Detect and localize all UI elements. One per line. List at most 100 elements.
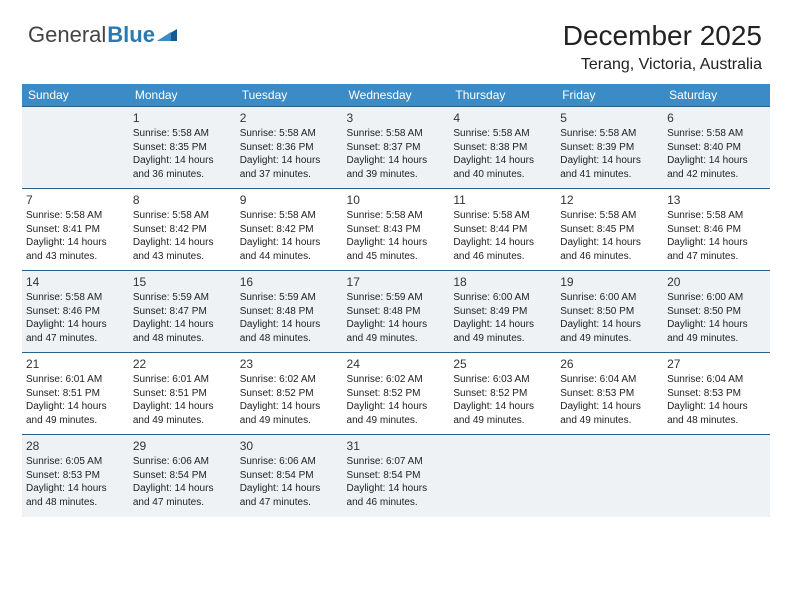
sunrise-text: Sunrise: 5:58 AM xyxy=(26,209,125,223)
calendar-week-row: 28Sunrise: 6:05 AMSunset: 8:53 PMDayligh… xyxy=(22,435,770,517)
logo: General Blue xyxy=(28,22,179,48)
daylight-text: Daylight: 14 hours and 49 minutes. xyxy=(347,400,446,427)
sunset-text: Sunset: 8:50 PM xyxy=(667,305,766,319)
calendar-week-row: 21Sunrise: 6:01 AMSunset: 8:51 PMDayligh… xyxy=(22,353,770,435)
calendar-day-cell: 11Sunrise: 5:58 AMSunset: 8:44 PMDayligh… xyxy=(449,189,556,271)
day-number: 6 xyxy=(667,110,766,126)
calendar-day-cell: 23Sunrise: 6:02 AMSunset: 8:52 PMDayligh… xyxy=(236,353,343,435)
calendar-day-cell: 19Sunrise: 6:00 AMSunset: 8:50 PMDayligh… xyxy=(556,271,663,353)
day-number: 30 xyxy=(240,438,339,454)
calendar-day-cell: 12Sunrise: 5:58 AMSunset: 8:45 PMDayligh… xyxy=(556,189,663,271)
day-number: 17 xyxy=(347,274,446,290)
daylight-text: Daylight: 14 hours and 49 minutes. xyxy=(453,400,552,427)
daylight-text: Daylight: 14 hours and 49 minutes. xyxy=(667,318,766,345)
sunrise-text: Sunrise: 5:58 AM xyxy=(667,209,766,223)
calendar-day-cell: 28Sunrise: 6:05 AMSunset: 8:53 PMDayligh… xyxy=(22,435,129,517)
day-number: 19 xyxy=(560,274,659,290)
day-number: 23 xyxy=(240,356,339,372)
calendar-day-cell xyxy=(449,435,556,517)
sunrise-text: Sunrise: 6:02 AM xyxy=(240,373,339,387)
calendar-day-cell: 25Sunrise: 6:03 AMSunset: 8:52 PMDayligh… xyxy=(449,353,556,435)
daylight-text: Daylight: 14 hours and 46 minutes. xyxy=(453,236,552,263)
calendar-day-cell: 16Sunrise: 5:59 AMSunset: 8:48 PMDayligh… xyxy=(236,271,343,353)
daylight-text: Daylight: 14 hours and 43 minutes. xyxy=(26,236,125,263)
sunset-text: Sunset: 8:46 PM xyxy=(667,223,766,237)
sunset-text: Sunset: 8:54 PM xyxy=(240,469,339,483)
daylight-text: Daylight: 14 hours and 49 minutes. xyxy=(133,400,232,427)
sunset-text: Sunset: 8:40 PM xyxy=(667,141,766,155)
calendar-day-cell: 9Sunrise: 5:58 AMSunset: 8:42 PMDaylight… xyxy=(236,189,343,271)
sunrise-text: Sunrise: 5:58 AM xyxy=(133,127,232,141)
day-number: 11 xyxy=(453,192,552,208)
daylight-text: Daylight: 14 hours and 40 minutes. xyxy=(453,154,552,181)
sunset-text: Sunset: 8:41 PM xyxy=(26,223,125,237)
sunrise-text: Sunrise: 5:58 AM xyxy=(560,127,659,141)
sunrise-text: Sunrise: 5:58 AM xyxy=(240,209,339,223)
logo-triangle-icon xyxy=(157,27,179,43)
sunrise-text: Sunrise: 5:58 AM xyxy=(453,127,552,141)
calendar-day-cell: 8Sunrise: 5:58 AMSunset: 8:42 PMDaylight… xyxy=(129,189,236,271)
sunset-text: Sunset: 8:45 PM xyxy=(560,223,659,237)
calendar-day-cell: 30Sunrise: 6:06 AMSunset: 8:54 PMDayligh… xyxy=(236,435,343,517)
sunset-text: Sunset: 8:53 PM xyxy=(26,469,125,483)
day-number: 1 xyxy=(133,110,232,126)
calendar-week-row: 7Sunrise: 5:58 AMSunset: 8:41 PMDaylight… xyxy=(22,189,770,271)
calendar-day-cell: 13Sunrise: 5:58 AMSunset: 8:46 PMDayligh… xyxy=(663,189,770,271)
sunrise-text: Sunrise: 6:04 AM xyxy=(560,373,659,387)
calendar-table: Sunday Monday Tuesday Wednesday Thursday… xyxy=(22,84,770,517)
day-number: 14 xyxy=(26,274,125,290)
sunset-text: Sunset: 8:53 PM xyxy=(560,387,659,401)
calendar-day-cell: 1Sunrise: 5:58 AMSunset: 8:35 PMDaylight… xyxy=(129,107,236,189)
calendar-week-row: 1Sunrise: 5:58 AMSunset: 8:35 PMDaylight… xyxy=(22,107,770,189)
daylight-text: Daylight: 14 hours and 39 minutes. xyxy=(347,154,446,181)
calendar-day-cell: 29Sunrise: 6:06 AMSunset: 8:54 PMDayligh… xyxy=(129,435,236,517)
sunset-text: Sunset: 8:51 PM xyxy=(133,387,232,401)
sunrise-text: Sunrise: 6:01 AM xyxy=(26,373,125,387)
sunset-text: Sunset: 8:52 PM xyxy=(240,387,339,401)
day-header: Wednesday xyxy=(343,84,450,107)
calendar-day-cell xyxy=(663,435,770,517)
sunset-text: Sunset: 8:54 PM xyxy=(347,469,446,483)
calendar-day-cell xyxy=(556,435,663,517)
calendar-day-cell: 18Sunrise: 6:00 AMSunset: 8:49 PMDayligh… xyxy=(449,271,556,353)
logo-text-2: Blue xyxy=(107,22,155,48)
sunrise-text: Sunrise: 5:58 AM xyxy=(347,127,446,141)
calendar-day-cell: 5Sunrise: 5:58 AMSunset: 8:39 PMDaylight… xyxy=(556,107,663,189)
day-number: 15 xyxy=(133,274,232,290)
day-header-row: Sunday Monday Tuesday Wednesday Thursday… xyxy=(22,84,770,107)
sunrise-text: Sunrise: 6:05 AM xyxy=(26,455,125,469)
day-number: 13 xyxy=(667,192,766,208)
calendar-day-cell: 27Sunrise: 6:04 AMSunset: 8:53 PMDayligh… xyxy=(663,353,770,435)
daylight-text: Daylight: 14 hours and 49 minutes. xyxy=(240,400,339,427)
calendar-day-cell: 2Sunrise: 5:58 AMSunset: 8:36 PMDaylight… xyxy=(236,107,343,189)
sunset-text: Sunset: 8:48 PM xyxy=(347,305,446,319)
sunset-text: Sunset: 8:48 PM xyxy=(240,305,339,319)
day-number: 24 xyxy=(347,356,446,372)
day-header: Thursday xyxy=(449,84,556,107)
day-header: Saturday xyxy=(663,84,770,107)
day-number: 8 xyxy=(133,192,232,208)
daylight-text: Daylight: 14 hours and 49 minutes. xyxy=(347,318,446,345)
sunrise-text: Sunrise: 6:00 AM xyxy=(667,291,766,305)
sunset-text: Sunset: 8:37 PM xyxy=(347,141,446,155)
day-number: 31 xyxy=(347,438,446,454)
calendar-day-cell: 31Sunrise: 6:07 AMSunset: 8:54 PMDayligh… xyxy=(343,435,450,517)
daylight-text: Daylight: 14 hours and 44 minutes. xyxy=(240,236,339,263)
day-number: 29 xyxy=(133,438,232,454)
day-number: 2 xyxy=(240,110,339,126)
calendar-day-cell: 20Sunrise: 6:00 AMSunset: 8:50 PMDayligh… xyxy=(663,271,770,353)
sunrise-text: Sunrise: 5:58 AM xyxy=(26,291,125,305)
sunset-text: Sunset: 8:43 PM xyxy=(347,223,446,237)
sunrise-text: Sunrise: 5:58 AM xyxy=(347,209,446,223)
day-header: Monday xyxy=(129,84,236,107)
page-title: December 2025 xyxy=(563,20,762,52)
daylight-text: Daylight: 14 hours and 37 minutes. xyxy=(240,154,339,181)
sunset-text: Sunset: 8:49 PM xyxy=(453,305,552,319)
calendar-day-cell: 17Sunrise: 5:59 AMSunset: 8:48 PMDayligh… xyxy=(343,271,450,353)
day-number: 20 xyxy=(667,274,766,290)
sunrise-text: Sunrise: 5:58 AM xyxy=(453,209,552,223)
daylight-text: Daylight: 14 hours and 48 minutes. xyxy=(240,318,339,345)
calendar-day-cell: 14Sunrise: 5:58 AMSunset: 8:46 PMDayligh… xyxy=(22,271,129,353)
day-number: 5 xyxy=(560,110,659,126)
calendar-day-cell: 21Sunrise: 6:01 AMSunset: 8:51 PMDayligh… xyxy=(22,353,129,435)
